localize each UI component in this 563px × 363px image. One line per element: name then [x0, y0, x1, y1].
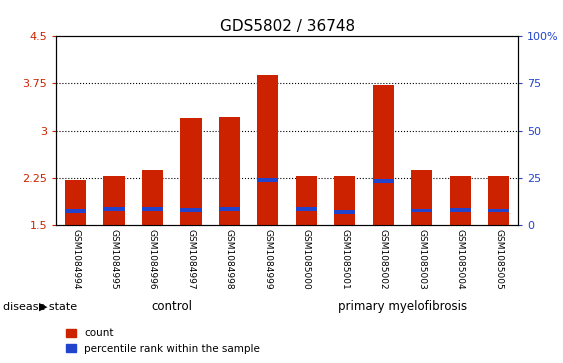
- Text: GSM1085000: GSM1085000: [302, 229, 311, 289]
- Bar: [142, 207, 163, 211]
- Bar: [257, 179, 279, 182]
- Text: GSM1084995: GSM1084995: [110, 229, 118, 289]
- Bar: [219, 207, 240, 211]
- Text: GSM1084996: GSM1084996: [148, 229, 157, 289]
- Text: GSM1085002: GSM1085002: [379, 229, 388, 289]
- Text: GSM1084999: GSM1084999: [263, 229, 272, 289]
- Text: GSM1085003: GSM1085003: [417, 229, 426, 289]
- Bar: [219, 117, 240, 225]
- Bar: [411, 170, 432, 225]
- Bar: [488, 209, 510, 212]
- Bar: [373, 179, 394, 183]
- Text: GSM1085004: GSM1085004: [456, 229, 464, 289]
- Bar: [488, 176, 510, 225]
- Bar: [373, 85, 394, 225]
- Title: GDS5802 / 36748: GDS5802 / 36748: [220, 19, 355, 34]
- Bar: [142, 170, 163, 225]
- Text: GSM1084997: GSM1084997: [186, 229, 195, 289]
- Legend: count, percentile rank within the sample: count, percentile rank within the sample: [61, 324, 265, 358]
- Bar: [104, 176, 124, 225]
- Text: GSM1085005: GSM1085005: [494, 229, 503, 289]
- Bar: [411, 209, 432, 212]
- Text: disease state: disease state: [3, 302, 77, 312]
- Text: GSM1084994: GSM1084994: [71, 229, 80, 289]
- Bar: [257, 75, 279, 225]
- Text: GSM1084998: GSM1084998: [225, 229, 234, 289]
- Bar: [450, 208, 471, 212]
- Bar: [180, 208, 202, 212]
- Bar: [65, 180, 86, 225]
- Bar: [104, 207, 124, 211]
- Text: ▶: ▶: [39, 302, 48, 312]
- Text: control: control: [151, 300, 192, 313]
- Bar: [65, 209, 86, 213]
- Bar: [296, 176, 317, 225]
- Bar: [334, 210, 355, 214]
- Bar: [296, 207, 317, 211]
- Bar: [180, 118, 202, 225]
- Bar: [334, 176, 355, 225]
- Text: GSM1085001: GSM1085001: [341, 229, 349, 289]
- Text: primary myelofibrosis: primary myelofibrosis: [338, 300, 467, 313]
- Bar: [450, 176, 471, 225]
